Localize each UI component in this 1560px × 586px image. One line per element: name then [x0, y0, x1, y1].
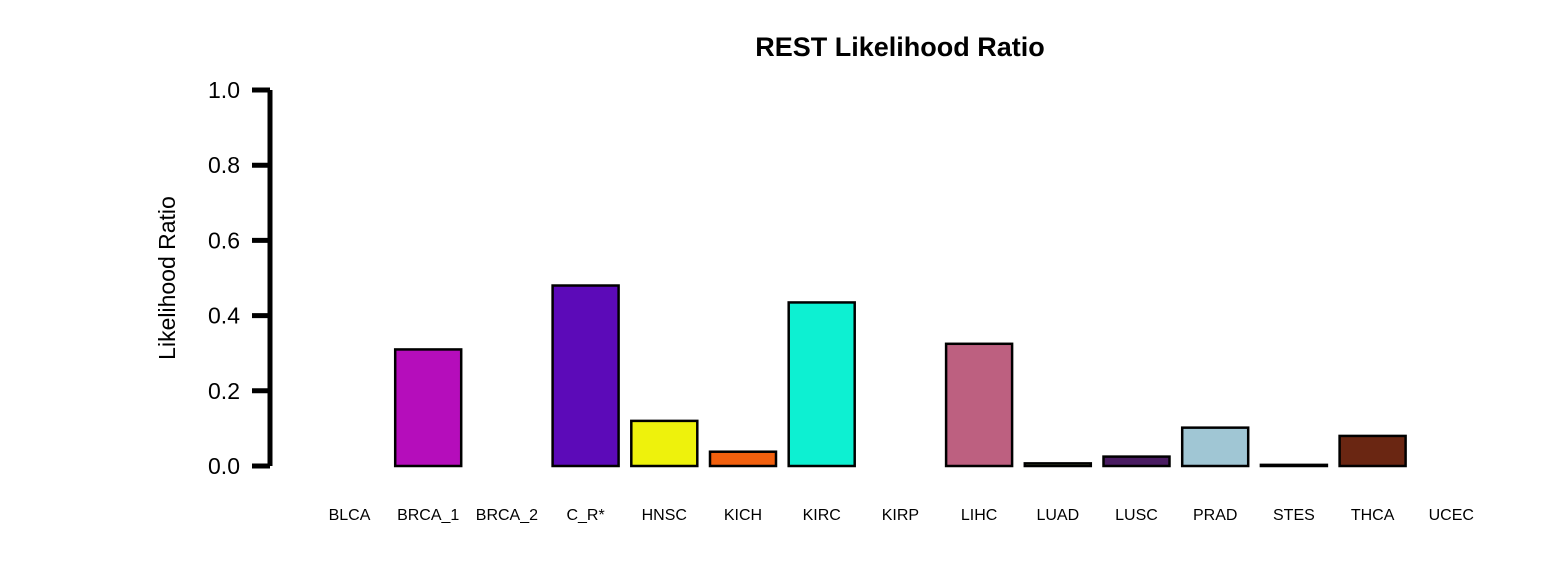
x-tick-label: UCEC [1429, 507, 1474, 524]
x-tick-label: C_R* [566, 507, 604, 524]
bar-luad [1023, 462, 1093, 468]
x-axis-tick-labels: BLCA BRCA_1 BRCA_2 C_R* HNSC KICH KIRC KIRP LIHC… [329, 507, 1474, 524]
x-tick-label: BRCA_2 [476, 507, 538, 524]
bar-stes [1259, 463, 1329, 468]
bar-hnsc [630, 419, 699, 468]
chart-title: REST Likelihood Ratio [755, 32, 1045, 62]
x-tick-label: BRCA_1 [397, 507, 459, 524]
x-tick-label: PRAD [1193, 507, 1237, 524]
x-tick-label: LIHC [961, 507, 997, 524]
x-tick-label: THCA [1351, 507, 1395, 524]
x-tick-label: KIRP [882, 507, 919, 524]
x-tick-label: KIRC [803, 507, 841, 524]
y-axis-ticks: 0.0 0.2 0.4 0.6 0.8 1.0 [208, 77, 270, 479]
x-tick-label: LUAD [1036, 507, 1079, 524]
x-tick-label: BLCA [329, 507, 371, 524]
bars [393, 284, 1407, 468]
bar-prad [1180, 426, 1250, 468]
x-tick-label: HNSC [642, 507, 687, 524]
y-tick-label: 0.4 [208, 303, 240, 329]
x-tick-label: STES [1273, 507, 1315, 524]
bar-lusc [1102, 455, 1171, 468]
bar-kich [708, 450, 778, 468]
bar-lihc [944, 342, 1014, 468]
x-tick-label: LUSC [1115, 507, 1158, 524]
y-tick-label: 0.6 [208, 227, 240, 253]
bar-thca [1338, 434, 1407, 468]
y-tick-label: 0.2 [208, 378, 240, 404]
y-axis-label: Likelihood Ratio [154, 196, 180, 360]
y-tick-label: 1.0 [208, 77, 240, 103]
bar-c-r- [551, 284, 620, 468]
x-tick-label: KICH [724, 507, 762, 524]
y-tick-label: 0.8 [208, 152, 240, 178]
bar-brca-1 [393, 348, 463, 468]
y-tick-label: 0.0 [208, 453, 240, 479]
bar-kirc [787, 301, 856, 468]
